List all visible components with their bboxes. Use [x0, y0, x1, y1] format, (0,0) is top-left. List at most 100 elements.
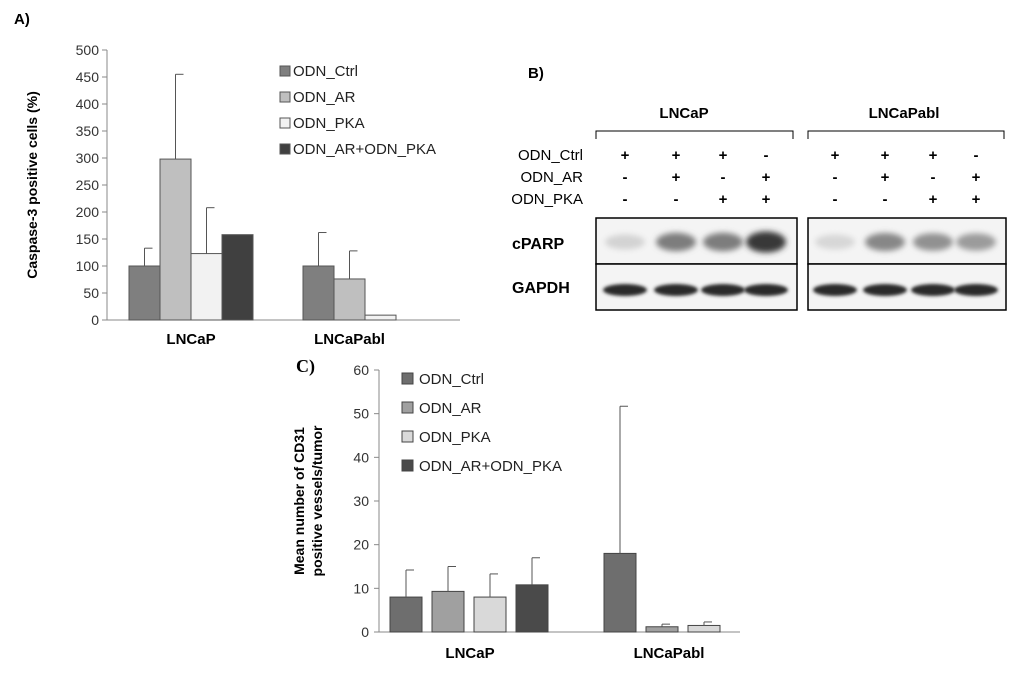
wb-sign: +	[881, 147, 890, 164]
y-tick-label: 0	[361, 624, 369, 640]
wb-sign: +	[881, 169, 890, 186]
legend-swatch	[279, 65, 291, 77]
bar-odn-ctrl-lncapabl	[302, 265, 335, 321]
legend-label: ODN_Ctrl	[293, 63, 358, 80]
wb-sign: -	[974, 147, 979, 164]
panel-c-label: C)	[296, 356, 315, 377]
wb-bracket-lncap	[595, 130, 794, 139]
panel-a-label: A)	[14, 11, 30, 28]
y-axis-title: Mean number of CD31	[291, 427, 307, 575]
wb-band-gapdh	[813, 284, 857, 296]
bar-odn-ctrl-lncap	[128, 265, 161, 321]
legend-label: ODN_AR	[419, 400, 482, 417]
y-tick-label: 20	[353, 537, 369, 553]
wb-condition-label: ODN_Ctrl	[518, 147, 583, 164]
y-tick-label: 250	[76, 177, 100, 193]
wb-bracket-lncapabl	[807, 130, 1005, 139]
legend-swatch	[279, 117, 291, 129]
wb-sign-grid: + + + - + + + - - + - + - + - + - - + + - - + +	[621, 147, 981, 208]
bar-odn-ctrl-lncapabl	[603, 552, 637, 633]
y-tick-label: 150	[76, 231, 100, 247]
bar-odn-ctrl-lncap	[389, 596, 423, 633]
wb-sign: +	[972, 191, 981, 208]
wb-band-gapdh	[654, 284, 698, 296]
wb-sign: +	[831, 147, 840, 164]
wb-row-label-cparp: cPARP	[512, 236, 564, 253]
y-tick-label: 30	[353, 493, 369, 509]
wb-sign: +	[672, 147, 681, 164]
wb-sign: +	[972, 169, 981, 186]
y-tick-label: 40	[353, 449, 369, 465]
wb-band-cparp	[605, 234, 645, 250]
wb-sign: -	[883, 191, 888, 208]
wb-band-gapdh	[863, 284, 907, 296]
wb-sign: -	[623, 169, 628, 186]
y-tick-label: 10	[353, 580, 369, 596]
bar-odn-pka-lncapabl	[687, 624, 721, 633]
wb-band-cparp	[913, 233, 953, 251]
y-tick-label: 500	[76, 42, 100, 58]
legend-label: ODN_PKA	[419, 429, 491, 446]
wb-band-cparp	[815, 234, 855, 250]
legend-label: ODN_AR	[293, 89, 356, 106]
wb-sign: +	[762, 191, 771, 208]
legend-swatch	[401, 372, 414, 385]
panel-b-label: B)	[528, 65, 544, 82]
y-tick-label: 400	[76, 96, 100, 112]
wb-sign: -	[833, 191, 838, 208]
chart-a: 0 50 100 150 200 250 300 350 400 450 500 Caspase-3 …	[24, 42, 460, 348]
bar-odn-pka-lncap	[473, 596, 507, 633]
wb-group-label-lncap: LNCaP	[659, 105, 708, 122]
y-tick-label: 50	[353, 406, 369, 422]
wb-blot-boxes	[595, 217, 1007, 311]
wb-sign: +	[621, 147, 630, 164]
x-category-label: LNCaP	[445, 645, 494, 662]
legend-swatch	[279, 143, 291, 155]
wb-band-gapdh	[744, 284, 788, 296]
wb-band-cparp	[956, 233, 996, 251]
wb-sign: +	[929, 191, 938, 208]
bar-odn-ar-lncapabl	[333, 278, 366, 321]
y-tick-label: 450	[76, 69, 100, 85]
wb-sign: +	[719, 147, 728, 164]
wb-sign: -	[764, 147, 769, 164]
wb-band-cparp	[746, 231, 786, 253]
wb-sign: -	[931, 169, 936, 186]
bar-odn-ar-odn-pka-lncap	[221, 234, 254, 321]
x-category-label: LNCaP	[166, 331, 215, 348]
wb-sign: +	[672, 169, 681, 186]
y-axis-title: positive vessels/tumor	[309, 425, 325, 577]
wb-band-gapdh	[701, 284, 745, 296]
y-tick-label: 0	[91, 312, 99, 328]
western-blot: LNCaP LNCaPabl ODN_Ctrl ODN_AR ODN_PKA +…	[511, 105, 1007, 311]
legend-label: ODN_PKA	[293, 115, 365, 132]
y-tick-label: 350	[76, 123, 100, 139]
wb-band-cparp	[656, 232, 696, 252]
y-tick-label: 200	[76, 204, 100, 220]
y-axis-title: Caspase-3 positive cells (%)	[24, 91, 40, 279]
legend-label: ODN_AR+ODN_PKA	[293, 141, 436, 158]
legend-swatch	[401, 401, 414, 414]
bar-odn-ar-odn-pka-lncap	[515, 584, 549, 633]
wb-condition-label: ODN_AR	[520, 169, 583, 186]
wb-sign: -	[623, 191, 628, 208]
bar-odn-ar-lncapabl	[645, 626, 679, 633]
bar-odn-pka-lncapabl	[364, 314, 397, 321]
wb-group-label-lncapabl: LNCaPabl	[869, 105, 940, 122]
wb-sign: -	[721, 169, 726, 186]
y-tick-label: 300	[76, 150, 100, 166]
chart-c: 0 10 20 30 40 50 60 Mean number of CD31 positive…	[291, 362, 740, 662]
y-tick-label: 50	[83, 285, 99, 301]
legend-swatch	[401, 430, 414, 443]
wb-sign: +	[719, 191, 728, 208]
wb-band-gapdh	[954, 284, 998, 296]
wb-sign: -	[674, 191, 679, 208]
wb-band-gapdh	[911, 284, 955, 296]
wb-sign: -	[833, 169, 838, 186]
legend-label: ODN_Ctrl	[419, 371, 484, 388]
y-tick-label: 60	[353, 362, 369, 378]
legend-swatch	[401, 459, 414, 472]
wb-sign: +	[929, 147, 938, 164]
wb-band-cparp	[703, 232, 743, 252]
